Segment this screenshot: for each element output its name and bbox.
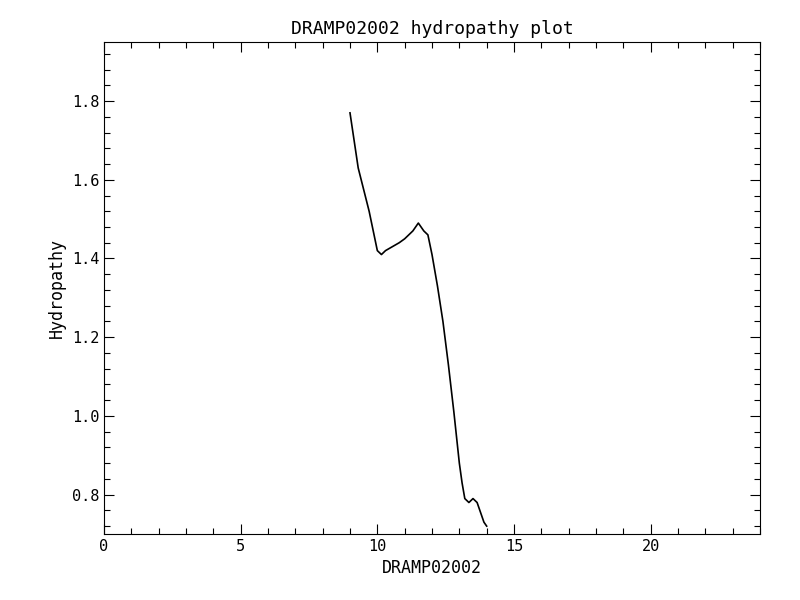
X-axis label: DRAMP02002: DRAMP02002: [382, 559, 482, 577]
Title: DRAMP02002 hydropathy plot: DRAMP02002 hydropathy plot: [290, 20, 574, 38]
Y-axis label: Hydropathy: Hydropathy: [48, 238, 66, 338]
